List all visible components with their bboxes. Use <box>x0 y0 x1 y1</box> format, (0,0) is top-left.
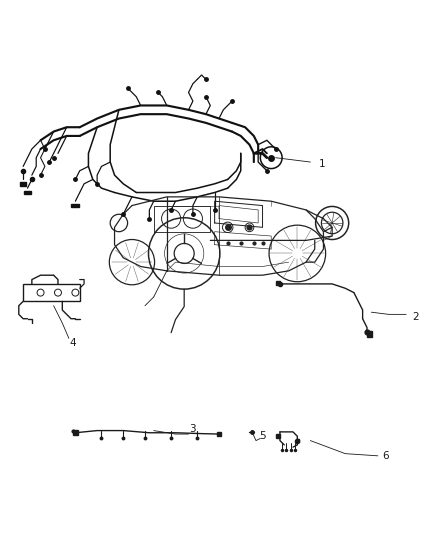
Bar <box>71 204 79 207</box>
Text: 5: 5 <box>259 431 266 441</box>
Bar <box>73 430 78 435</box>
Bar <box>276 434 280 438</box>
Bar <box>367 332 372 336</box>
Bar <box>20 182 26 185</box>
Text: 1: 1 <box>319 159 326 169</box>
Bar <box>217 432 221 436</box>
Bar <box>276 281 280 285</box>
Text: 6: 6 <box>382 451 389 461</box>
Bar <box>24 191 31 194</box>
Bar <box>296 439 299 442</box>
Text: 3: 3 <box>190 424 196 434</box>
Text: 2: 2 <box>413 312 419 321</box>
Text: 4: 4 <box>70 338 77 348</box>
